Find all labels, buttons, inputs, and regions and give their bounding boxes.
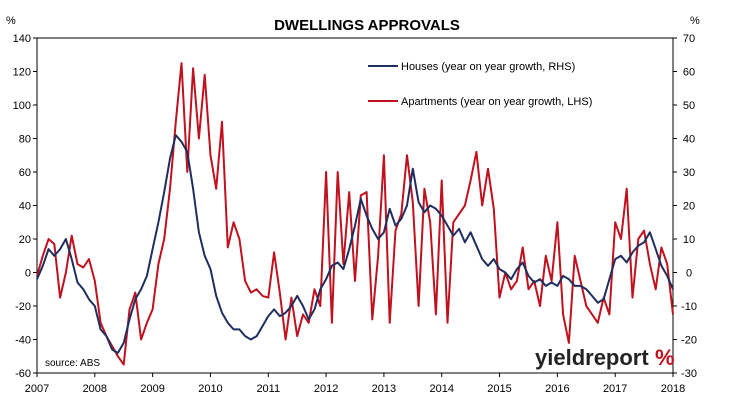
right-tick-label: -30 xyxy=(681,368,697,380)
right-tick-label: 60 xyxy=(683,67,695,79)
x-axis-ticks: 2007 2008 2009 2010 2011 2012 2013 2014 2015 2016… xyxy=(25,373,685,395)
left-tick-label: -60 xyxy=(15,368,31,380)
series-layer xyxy=(36,62,674,366)
right-tick-label: 50 xyxy=(683,100,695,112)
left-tick-label: -20 xyxy=(15,301,31,313)
right-tick-label: -10 xyxy=(681,301,697,313)
left-tick-label: 60 xyxy=(19,167,31,179)
x-tick-label: 2016 xyxy=(545,383,569,395)
legend-label-apartments: Apartments (year on year growth, LHS) xyxy=(401,96,592,108)
right-tick-label: 70 xyxy=(683,33,695,45)
x-tick-label: 2014 xyxy=(429,383,453,395)
plot-area xyxy=(36,37,674,374)
left-tick-label: 0 xyxy=(25,268,31,280)
right-tick-label: 0 xyxy=(686,268,692,280)
chart-title: DWELLINGS APPROVALS xyxy=(274,17,460,34)
x-tick-label: 2008 xyxy=(83,383,107,395)
logo-text: yieldreport xyxy=(535,345,649,370)
right-tick-label: 40 xyxy=(683,134,695,146)
left-tick-label: 120 xyxy=(13,67,31,79)
series-line-houses xyxy=(36,134,674,354)
logo-percent-symbol: % xyxy=(655,345,675,370)
left-tick-label: 140 xyxy=(13,33,31,45)
right-axis-ticks: 70 60 50 40 30 20 10 0 -10 -20 -30 xyxy=(673,33,697,380)
left-tick-label: 40 xyxy=(19,201,31,213)
right-tick-label: 10 xyxy=(683,234,695,246)
yieldreport-logo: yieldreport % xyxy=(535,345,675,370)
x-tick-label: 2011 xyxy=(256,383,280,395)
left-tick-label: 20 xyxy=(19,234,31,246)
right-tick-label: -20 xyxy=(681,335,697,347)
x-tick-label: 2018 xyxy=(661,383,685,395)
left-axis-unit: % xyxy=(6,15,16,27)
left-tick-label: 100 xyxy=(13,100,31,112)
right-tick-label: 20 xyxy=(683,201,695,213)
x-tick-label: 2009 xyxy=(140,383,164,395)
legend: Houses (year on year growth, RHS) Apartm… xyxy=(368,61,592,108)
left-tick-label: 80 xyxy=(19,134,31,146)
x-tick-label: 2013 xyxy=(372,383,396,395)
left-tick-label: -40 xyxy=(15,335,31,347)
right-axis-unit: % xyxy=(690,15,700,27)
x-tick-label: 2017 xyxy=(603,383,627,395)
x-tick-label: 2007 xyxy=(25,383,49,395)
right-tick-label: 30 xyxy=(683,167,695,179)
x-tick-label: 2012 xyxy=(314,383,338,395)
x-tick-label: 2015 xyxy=(487,383,511,395)
source-note: source: ABS xyxy=(45,358,100,369)
legend-label-houses: Houses (year on year growth, RHS) xyxy=(401,61,575,73)
series-line-apartments xyxy=(36,62,674,366)
x-tick-label: 2010 xyxy=(198,383,222,395)
left-axis-ticks: 140 120 100 80 60 40 20 0 -20 -40 -60 xyxy=(13,33,37,380)
